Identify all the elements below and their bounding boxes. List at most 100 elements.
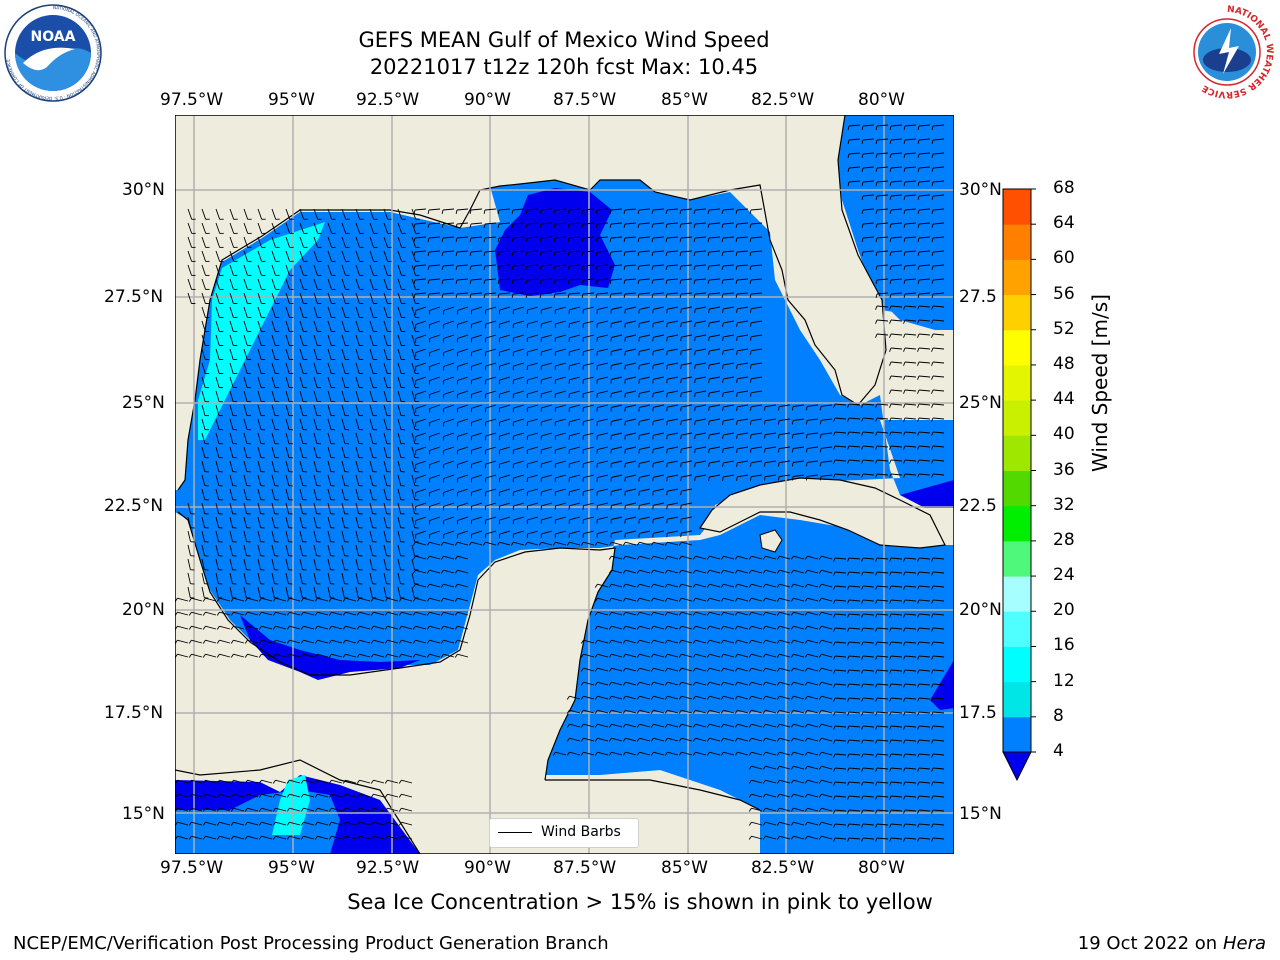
wind-barb-shaft: [751, 446, 763, 450]
wind-barb-shaft: [695, 639, 707, 644]
wind-barb-shaft: [555, 474, 567, 479]
wind-barb-flag: [539, 293, 542, 299]
wind-barb-shaft: [275, 821, 287, 826]
wind-barb-shaft: [229, 404, 234, 416]
wind-barb-shaft: [201, 348, 206, 360]
wind-barb-flag: [202, 653, 206, 658]
wind-barb-shaft: [555, 502, 567, 507]
wind-barb-shaft: [667, 348, 679, 352]
wind-barb-shaft: [890, 557, 903, 560]
wind-barb-shaft: [779, 695, 791, 700]
wind-barb-shaft: [345, 835, 357, 840]
wind-barb-flag: [889, 375, 892, 380]
wind-barb-flag: [314, 835, 318, 840]
wind-barb-shaft: [369, 418, 374, 430]
wind-barb-flag: [790, 723, 794, 728]
wind-barb-flag: [413, 293, 416, 299]
wind-barb-shaft: [443, 583, 455, 588]
wind-barb-shaft: [876, 236, 889, 239]
wind-barb-shaft: [694, 236, 707, 239]
wind-barb-shaft: [596, 236, 609, 239]
wind-barb-shaft: [695, 709, 707, 714]
wind-barb-flag: [847, 403, 850, 408]
wind-barb-shaft: [765, 446, 777, 450]
wind-barb-shaft: [932, 389, 945, 392]
wind-barb-flag: [818, 765, 822, 770]
lon-label-bottom: 85°W: [661, 858, 708, 878]
wind-barb-shaft: [723, 653, 735, 658]
wind-barb-shaft: [807, 611, 819, 616]
wind-barb-flag: [736, 420, 738, 425]
wind-barb-flag: [708, 462, 710, 468]
wind-barb-shaft: [890, 655, 903, 658]
wind-barb-shaft: [750, 208, 763, 211]
wind-barb-flag: [917, 375, 920, 380]
wind-barb-flag: [622, 737, 626, 742]
wind-barb-shaft: [359, 653, 371, 658]
wind-barb-shaft: [667, 723, 679, 728]
wind-barb-shaft: [541, 376, 553, 381]
wind-barb-shaft: [187, 222, 193, 234]
wind-barb-shaft: [779, 404, 791, 408]
wind-barb-shaft: [457, 502, 469, 507]
wind-barb-flag: [889, 809, 892, 814]
wind-barb-shaft: [285, 516, 290, 528]
wind-barb-flag: [693, 251, 696, 257]
colorbar-tick-label: 12: [1053, 670, 1075, 691]
wind-barb-flag: [412, 583, 416, 588]
wind-barb-shaft: [555, 404, 567, 409]
wind-barb-shaft: [513, 348, 525, 353]
wind-barb-shaft: [275, 807, 287, 812]
wind-barb-flag: [734, 653, 738, 658]
wind-barb-shaft: [229, 474, 234, 486]
wind-barb-flag: [790, 695, 794, 700]
wind-barb-shaft: [285, 418, 290, 430]
atlantic-ocean: [845, 115, 954, 330]
wind-barb-flag: [328, 625, 332, 630]
wind-barb-shaft: [401, 807, 413, 812]
wind-barb-shaft: [177, 835, 189, 840]
wind-barb-shaft: [387, 835, 399, 840]
wind-barb-shaft: [709, 555, 721, 560]
wind-barb-flag: [216, 835, 220, 840]
wind-barb-shaft: [918, 431, 931, 434]
wind-barb-shaft: [625, 432, 637, 436]
wind-barb-shaft: [285, 250, 291, 262]
wind-barb-shaft: [327, 390, 332, 402]
wind-barb-flag: [454, 611, 458, 616]
wind-barb-shaft: [821, 835, 833, 840]
wind-barb-shaft: [457, 597, 469, 602]
cyan-wind-area: [272, 775, 310, 835]
wind-barb-shaft: [257, 362, 262, 374]
wind-barb-shaft: [201, 292, 206, 304]
wind-barb-shaft: [681, 432, 693, 436]
wind-barb-shaft: [583, 737, 595, 742]
wind-barb-shaft: [582, 208, 595, 211]
wind-barb-flag: [636, 639, 640, 644]
wind-barb-flag: [636, 541, 640, 546]
wind-barb-flag: [525, 279, 528, 285]
wind-barb-shaft: [932, 697, 945, 700]
wind-barb-flag: [594, 695, 598, 700]
wind-barb-flag: [708, 434, 710, 440]
wind-barb-shaft: [456, 292, 469, 295]
wind-barb-shaft: [918, 389, 931, 392]
wind-barb-flag: [931, 711, 934, 716]
wind-barb-shaft: [848, 669, 861, 672]
wind-barb-shaft: [779, 446, 791, 450]
wind-barb-shaft: [876, 683, 889, 686]
wind-barb-shaft: [271, 334, 276, 346]
wind-barb-flag: [581, 237, 584, 243]
wind-barb-shaft: [583, 432, 595, 437]
wind-barb-flag: [622, 695, 626, 700]
wind-barb-shaft: [876, 431, 889, 434]
wind-barb-shaft: [876, 152, 889, 155]
wind-barb-shaft: [470, 292, 483, 295]
wind-barb-flag: [903, 279, 906, 285]
wind-barb-shaft: [229, 208, 235, 220]
wind-barb-shaft: [639, 460, 651, 464]
wind-barb-flag: [706, 681, 710, 686]
wind-barb-shaft: [442, 222, 455, 225]
wind-barb-shaft: [597, 376, 609, 381]
wind-barb-flag: [511, 279, 514, 285]
